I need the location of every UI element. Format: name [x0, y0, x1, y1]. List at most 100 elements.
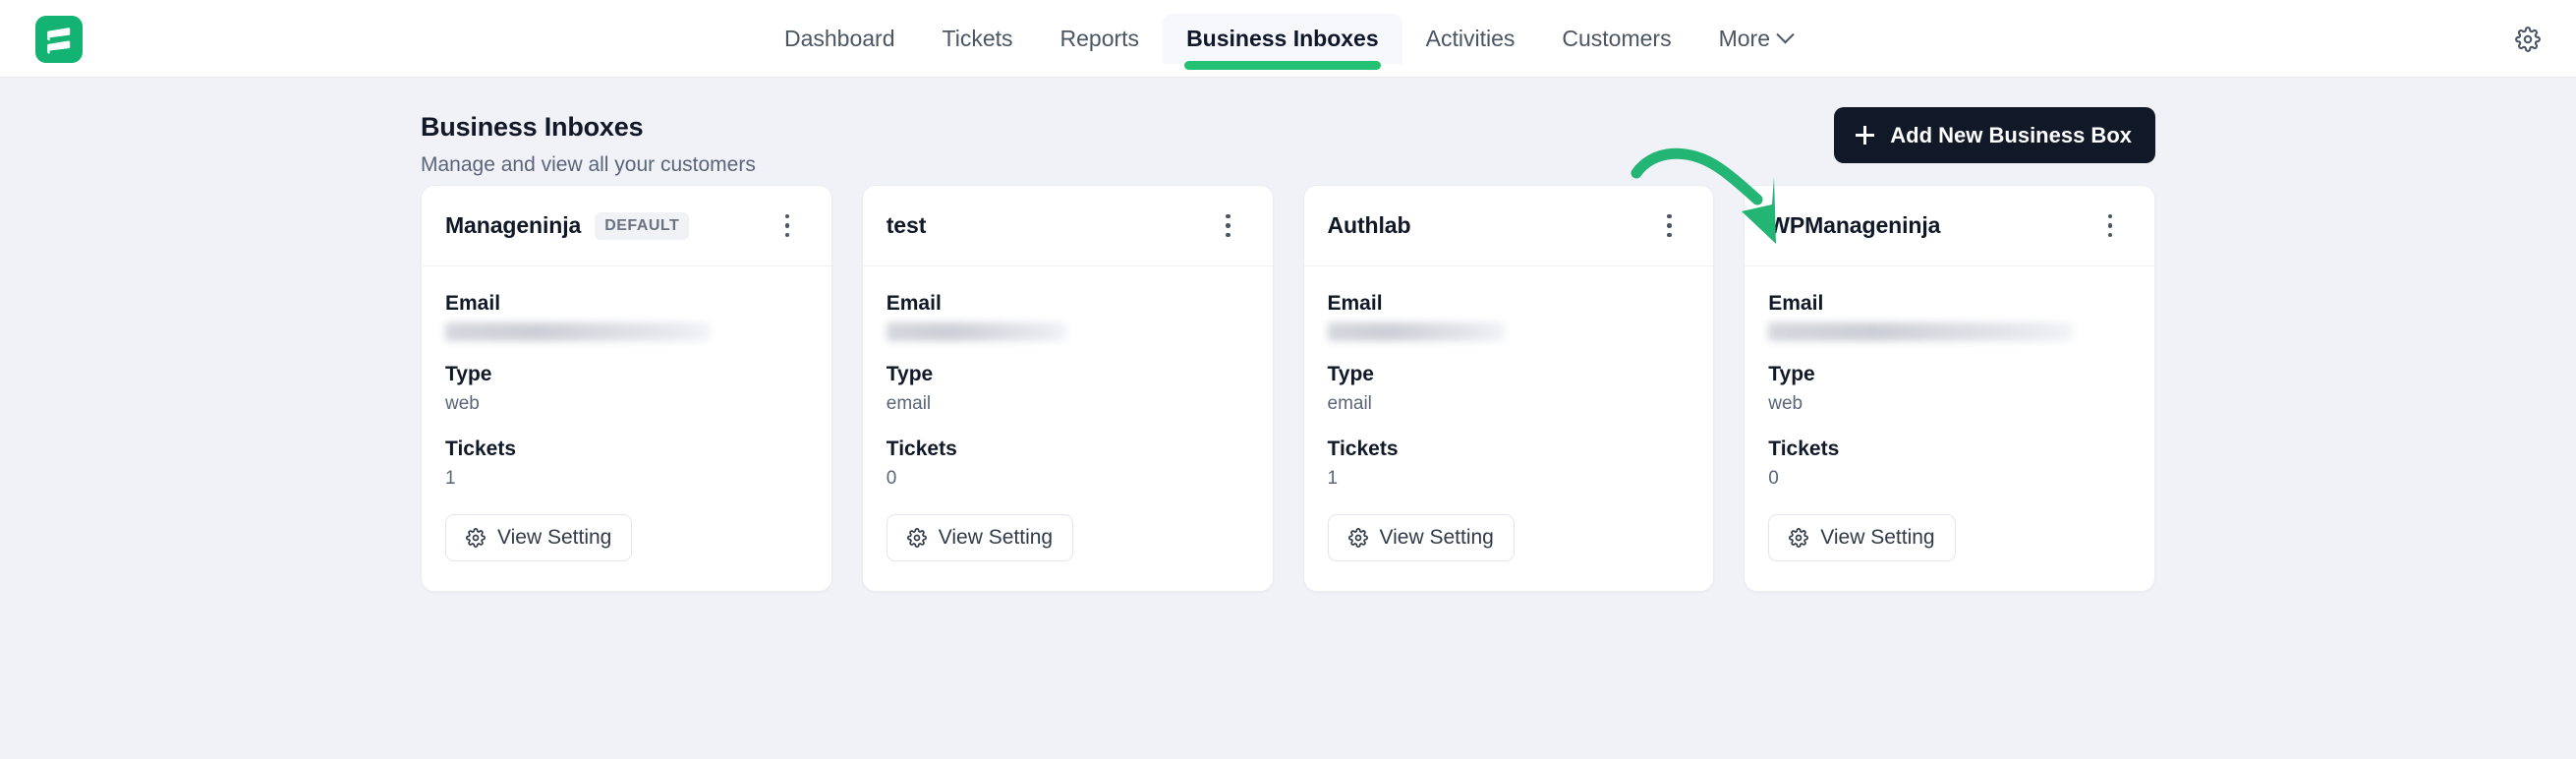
view-setting-label: View Setting	[497, 525, 612, 549]
more-vertical-icon-dot	[1667, 223, 1672, 228]
card-body: Email Type web Tickets 1 View Setting	[422, 266, 831, 591]
card-menu-button[interactable]	[1652, 209, 1686, 243]
gear-icon	[466, 527, 486, 548]
nav-item-customers[interactable]: Customers	[1538, 14, 1694, 64]
add-new-business-box-button[interactable]: Add New Business Box	[1834, 107, 2155, 163]
nav-item-more[interactable]: More	[1695, 14, 1815, 64]
tickets-value: 0	[1768, 467, 1779, 489]
more-vertical-icon-dot	[1667, 213, 1672, 219]
nav-item-label: Activities	[1425, 26, 1516, 51]
more-vertical-icon-dot	[2107, 232, 2113, 238]
fluent-support-logo-icon	[35, 16, 83, 63]
field-tickets: Tickets 1	[1328, 438, 1690, 491]
plus-icon	[1856, 126, 1875, 145]
nav-item-label: Customers	[1562, 26, 1672, 51]
nav-item-label: Dashboard	[783, 26, 895, 51]
card-header: test	[862, 186, 1273, 266]
nav-item-reports[interactable]: Reports	[1037, 14, 1164, 64]
view-setting-button[interactable]: View Setting	[886, 513, 1074, 561]
card-title: test	[886, 212, 927, 238]
more-vertical-icon-dot	[2107, 223, 2113, 228]
field-label: Type	[886, 363, 934, 385]
card-header: Authlab	[1303, 186, 1714, 266]
card-menu-button[interactable]	[1212, 209, 1245, 243]
tickets-value: 0	[886, 467, 897, 489]
field-type: Type email	[887, 363, 1249, 416]
nav-item-label: Reports	[1059, 26, 1140, 51]
field-email: Email	[445, 292, 808, 341]
card-title: Manageninja	[445, 212, 582, 238]
field-label: Tickets	[886, 437, 957, 460]
business-inbox-card[interactable]: WPManageninja Email Type web Tickets	[1744, 185, 2155, 592]
primary-nav: Dashboard Tickets Reports Business Inbox…	[0, 0, 2576, 78]
page-content: Business Inboxes Manage and view all you…	[0, 78, 2576, 592]
field-tickets: Tickets 1	[445, 438, 808, 491]
card-menu-button[interactable]	[2093, 209, 2127, 243]
field-email: Email	[1327, 292, 1690, 341]
field-tickets: Tickets 0	[887, 438, 1249, 491]
field-label: Type	[1327, 363, 1374, 385]
card-body: Email Type email Tickets 0 View Setti	[863, 266, 1273, 591]
gear-icon	[2515, 26, 2541, 52]
add-button-label: Add New Business Box	[1890, 122, 2132, 147]
field-label: Tickets	[1327, 437, 1399, 460]
field-label: Type	[1768, 363, 1815, 385]
card-header: Manageninja DEFAULT	[422, 186, 831, 266]
view-setting-button[interactable]: View Setting	[1327, 513, 1515, 561]
gear-icon	[1789, 527, 1809, 548]
field-label: Email	[886, 292, 942, 315]
card-body: Email Type web Tickets 0 View Setting	[1745, 266, 2154, 591]
email-value-redacted	[1768, 322, 2073, 341]
gear-icon	[1347, 527, 1368, 548]
tickets-value: 1	[1327, 467, 1339, 489]
more-vertical-icon-dot	[784, 213, 789, 219]
topbar-actions	[2507, 0, 2548, 78]
type-value: email	[1327, 393, 1372, 414]
type-value: web	[445, 393, 480, 414]
gear-icon	[906, 527, 927, 548]
field-label: Tickets	[445, 437, 516, 460]
business-inbox-card[interactable]: Authlab Email Type email Tickets	[1302, 185, 1715, 592]
settings-button[interactable]	[2507, 19, 2548, 60]
field-type: Type web	[445, 363, 808, 416]
view-setting-label: View Setting	[938, 525, 1054, 549]
card-menu-button[interactable]	[771, 209, 804, 243]
field-label: Email	[1327, 292, 1383, 315]
app-logo[interactable]	[35, 16, 83, 63]
tickets-value: 1	[445, 467, 456, 489]
page-header: Business Inboxes Manage and view all you…	[421, 78, 2155, 176]
business-inbox-card[interactable]: test Email Type email Tickets	[861, 185, 1274, 592]
view-setting-button[interactable]: View Setting	[445, 513, 633, 561]
more-vertical-icon-dot	[1667, 232, 1672, 238]
field-label: Email	[445, 292, 501, 315]
card-title: Authlab	[1327, 212, 1411, 238]
card-body: Email Type email Tickets 1 View Setti	[1304, 266, 1714, 591]
type-value: web	[1768, 393, 1803, 414]
card-header: WPManageninja	[1745, 186, 2154, 266]
default-badge: DEFAULT	[595, 211, 690, 240]
nav-item-dashboard[interactable]: Dashboard	[761, 14, 919, 64]
nav-item-label: Business Inboxes	[1186, 26, 1379, 51]
field-type: Type email	[1328, 363, 1690, 416]
page-title: Business Inboxes	[421, 112, 644, 142]
email-value-redacted	[886, 322, 1068, 341]
field-label: Tickets	[1768, 437, 1840, 460]
business-inbox-card-grid: Manageninja DEFAULT Email Type web	[421, 185, 2155, 592]
nav-item-tickets[interactable]: Tickets	[919, 14, 1037, 64]
more-vertical-icon-dot	[1226, 213, 1231, 219]
nav-item-activities[interactable]: Activities	[1402, 14, 1539, 64]
view-setting-label: View Setting	[1379, 525, 1494, 549]
nav-item-business-inboxes[interactable]: Business Inboxes	[1163, 14, 1402, 70]
field-label: Type	[445, 363, 492, 385]
view-setting-button[interactable]: View Setting	[1768, 513, 1956, 561]
view-setting-label: View Setting	[1820, 525, 1935, 549]
top-navigation-bar: Dashboard Tickets Reports Business Inbox…	[0, 0, 2576, 78]
email-value-redacted	[1327, 322, 1506, 341]
business-inbox-card[interactable]: Manageninja DEFAULT Email Type web	[421, 185, 832, 592]
field-email: Email	[1768, 292, 2131, 341]
email-value-redacted	[445, 322, 711, 341]
card-title: WPManageninja	[1768, 212, 1941, 238]
field-email: Email	[886, 292, 1249, 341]
more-vertical-icon-dot	[1226, 223, 1231, 228]
field-type: Type web	[1768, 363, 2131, 416]
